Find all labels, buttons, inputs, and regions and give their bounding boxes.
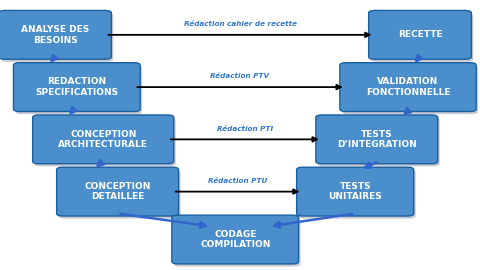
FancyBboxPatch shape [316,115,438,164]
FancyBboxPatch shape [33,115,174,164]
FancyBboxPatch shape [174,218,300,266]
FancyBboxPatch shape [318,117,440,166]
Text: Rédaction cahier de recette: Rédaction cahier de recette [183,21,297,27]
Text: Rédaction PTI: Rédaction PTI [216,126,273,132]
FancyBboxPatch shape [57,167,179,216]
FancyBboxPatch shape [342,65,478,114]
Text: CONCEPTION
DETAILLEE: CONCEPTION DETAILLEE [84,182,151,201]
Text: Rédaction PTV: Rédaction PTV [210,73,270,79]
FancyBboxPatch shape [15,65,142,114]
Text: ANALYSE DES
BESOINS: ANALYSE DES BESOINS [21,25,89,45]
FancyBboxPatch shape [13,63,140,112]
Text: TESTS
D’INTEGRATION: TESTS D’INTEGRATION [337,130,417,149]
Text: CONCEPTION
ARCHITECTURALE: CONCEPTION ARCHITECTURALE [58,130,148,149]
Text: VALIDATION
FONCTIONNELLE: VALIDATION FONCTIONNELLE [366,77,450,97]
Text: RECETTE: RECETTE [398,30,442,39]
Text: CODAGE
COMPILATION: CODAGE COMPILATION [200,230,270,249]
FancyBboxPatch shape [297,167,414,216]
FancyBboxPatch shape [1,13,113,62]
FancyBboxPatch shape [371,13,473,62]
FancyBboxPatch shape [172,215,299,264]
FancyBboxPatch shape [299,170,416,219]
FancyBboxPatch shape [340,63,476,112]
Text: REDACTION
SPECIFICATIONS: REDACTION SPECIFICATIONS [35,77,119,97]
FancyBboxPatch shape [59,170,180,219]
FancyBboxPatch shape [0,11,111,59]
FancyBboxPatch shape [369,11,471,59]
FancyBboxPatch shape [35,117,176,166]
Text: Rédaction PTU: Rédaction PTU [208,178,267,184]
Text: TESTS
UNITAIRES: TESTS UNITAIRES [328,182,382,201]
